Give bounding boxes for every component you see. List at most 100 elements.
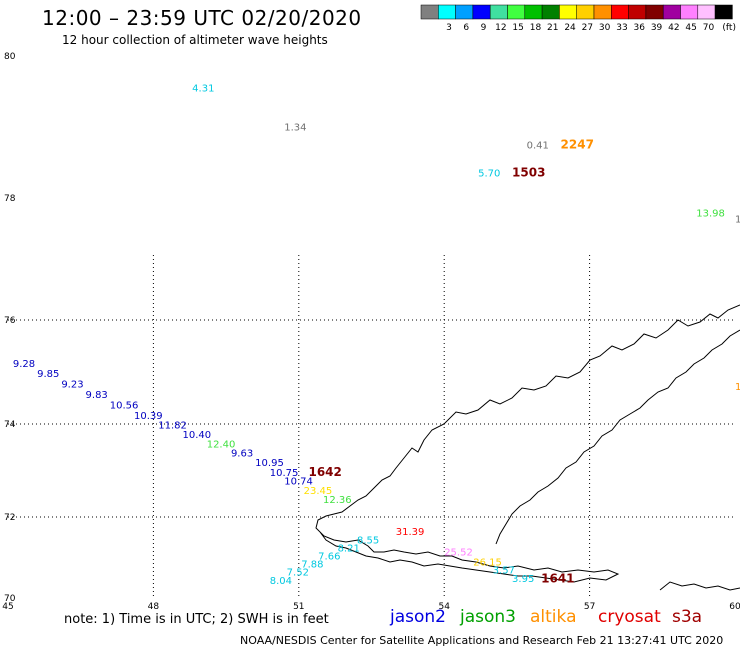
wave-height-label: 10.40 xyxy=(182,430,211,441)
legend-swatch xyxy=(489,4,508,20)
satellite-s3a: s3a xyxy=(672,607,703,627)
wave-height-label: 13.98 xyxy=(696,208,725,219)
legend-label: 45 xyxy=(685,23,696,33)
legend-swatch xyxy=(507,4,526,20)
wave-height-label: 12.36 xyxy=(323,495,352,506)
legend-label: 18 xyxy=(530,23,542,33)
latitude-label: 70 xyxy=(4,594,16,604)
latitude-label: 80 xyxy=(4,52,16,62)
legend-label: 6 xyxy=(463,23,469,33)
legend-label: 70 xyxy=(703,23,715,33)
latitude-label: 78 xyxy=(4,194,16,204)
page-subtitle: 12 hour collection of altimeter wave hei… xyxy=(62,33,328,47)
wave-height-label: 10.95 xyxy=(255,458,284,469)
legend-swatch xyxy=(593,4,612,20)
wave-height-label: 7.88 xyxy=(301,560,323,571)
legend-swatch xyxy=(628,4,647,20)
units-note: note: 1) Time is in UTC; 2) SWH is in fe… xyxy=(64,612,329,627)
wave-height-label: 1. xyxy=(735,214,740,225)
credit-line: NOAA/NESDIS Center for Satellite Applica… xyxy=(240,634,724,647)
legend-label: 36 xyxy=(634,23,646,33)
legend-swatch xyxy=(662,4,681,20)
observation-labels: 4.311.340.4122475.70150313.981.9.289.859… xyxy=(13,84,740,587)
wave-height-label: 12.40 xyxy=(207,439,236,450)
wave-height-label: 8.55 xyxy=(357,535,379,546)
longitude-label: 60 xyxy=(729,602,740,612)
wave-height-label: 3.95 xyxy=(512,574,534,585)
wave-height-label: 1642 xyxy=(308,465,341,479)
legend-label: 42 xyxy=(668,23,679,33)
wave-height-label: 2247 xyxy=(561,137,594,151)
wave-height-label: 0.41 xyxy=(527,140,549,151)
wave-height-label: 26.15 xyxy=(473,558,502,569)
wave-height-label: 3.57 xyxy=(493,566,515,577)
wave-height-label: 25.52 xyxy=(444,547,473,558)
legend-swatch xyxy=(697,4,716,20)
latitude-label: 72 xyxy=(4,513,15,523)
coastline xyxy=(315,304,740,591)
legend-label: 30 xyxy=(599,23,611,33)
wave-height-legend: 3 6 9 12 15 18 21 24 27 30 33 36 39 42 45 70 (ft) xyxy=(420,4,736,33)
wave-height-label: 11.82 xyxy=(158,421,187,432)
wave-height-label: 23.45 xyxy=(304,486,333,497)
longitude-label: 45 xyxy=(2,602,13,612)
legend-swatch xyxy=(472,4,491,20)
legend-unit: (ft) xyxy=(722,23,736,33)
wave-height-label: 1503 xyxy=(512,166,545,180)
legend-label: 27 xyxy=(582,23,593,33)
satellite-altika: altika xyxy=(530,607,577,627)
latitude-label: 74 xyxy=(4,420,16,430)
wave-height-label: 9.85 xyxy=(37,369,59,380)
wave-height-label: 1.34 xyxy=(284,123,306,134)
legend-label: 21 xyxy=(547,23,558,33)
wave-height-label: 7.66 xyxy=(318,552,340,563)
longitude-label: 51 xyxy=(293,602,304,612)
wave-height-label: 7.52 xyxy=(287,568,309,579)
longitude-label: 57 xyxy=(584,602,595,612)
wave-height-label: 9.23 xyxy=(61,380,83,391)
wave-height-label: 10.75 xyxy=(270,468,299,479)
legend-label: 9 xyxy=(481,23,487,33)
legend-label: 24 xyxy=(564,23,576,33)
legend-swatch xyxy=(576,4,595,20)
mainland-coastline xyxy=(659,581,740,591)
wave-height-label: 1 xyxy=(735,382,740,393)
latitude-label: 76 xyxy=(4,316,16,326)
wave-height-label: 10.56 xyxy=(110,400,139,411)
longitude-label: 48 xyxy=(148,602,160,612)
legend-label: 12 xyxy=(495,23,506,33)
legend-swatch xyxy=(680,4,699,20)
satellite-cryosat: cryosat xyxy=(598,607,661,627)
wave-height-label: 4.31 xyxy=(192,84,214,95)
wave-height-label: 10.74 xyxy=(284,476,313,487)
page-title: 12:00 – 23:59 UTC 02/20/2020 xyxy=(42,6,362,30)
wave-height-label: 5.70 xyxy=(478,169,500,180)
wave-height-label: 8.21 xyxy=(338,543,360,554)
inner-coastline xyxy=(495,329,740,545)
legend-label: 3 xyxy=(446,23,452,33)
legend-label: 39 xyxy=(651,23,663,33)
legend-swatch xyxy=(714,4,733,20)
satellite-jason3: jason3 xyxy=(460,607,516,627)
legend-swatch xyxy=(541,4,560,20)
legend-swatch xyxy=(645,4,664,20)
wave-height-label: 1641 xyxy=(541,572,574,586)
novaya-zemlya-coastline xyxy=(315,304,740,583)
wave-height-label: 8.04 xyxy=(270,576,292,587)
legend-swatch xyxy=(611,4,629,20)
legend-swatch xyxy=(559,4,577,20)
wave-height-label: 10.39 xyxy=(134,411,163,422)
satellite-jason2: jason2 xyxy=(390,607,446,627)
legend-label: 33 xyxy=(616,23,627,33)
legend-label: 15 xyxy=(512,23,523,33)
legend-swatch xyxy=(438,4,456,20)
longitude-label: 54 xyxy=(438,602,450,612)
wave-height-label: 9.83 xyxy=(86,390,108,401)
wave-height-label: 9.28 xyxy=(13,359,35,370)
wave-height-label: 31.39 xyxy=(396,527,425,538)
legend-swatch xyxy=(455,4,474,20)
legend-swatch xyxy=(420,4,439,20)
wave-height-label: 9.63 xyxy=(231,449,253,460)
